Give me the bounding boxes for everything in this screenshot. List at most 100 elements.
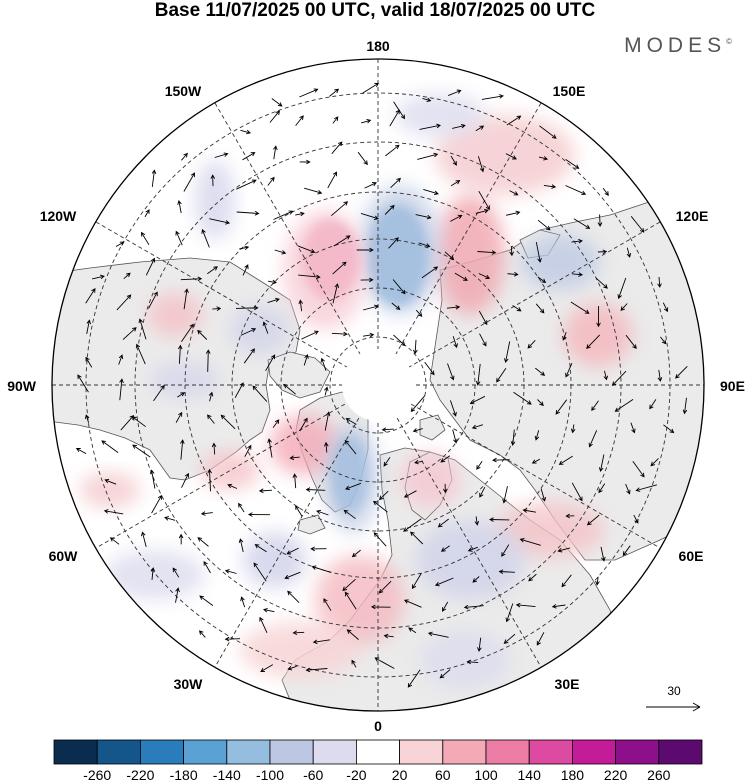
wind-arrow <box>177 199 182 214</box>
colorbar-tick-label: 100 <box>474 767 498 783</box>
wind-arrow <box>536 632 545 646</box>
wind-arrow <box>267 176 275 186</box>
anomaly-pos-europe-west <box>315 555 405 645</box>
wind-arrow <box>390 177 401 189</box>
wind-arrow <box>238 538 244 552</box>
wind-arrow <box>234 382 244 399</box>
wind-arrow <box>617 277 627 300</box>
wind-arrow <box>595 576 600 586</box>
wind-arrow <box>297 245 316 254</box>
wind-arrow <box>351 549 361 558</box>
wind-arrow <box>598 454 605 473</box>
wind-arrow <box>472 576 480 583</box>
colorbar-tick-label: -220 <box>126 767 154 783</box>
wind-arrow <box>299 88 319 98</box>
wind-arrow <box>614 399 634 412</box>
wind-arrow <box>373 532 387 547</box>
anomaly-pos-scandinavia <box>400 452 460 508</box>
wind-arrow <box>450 214 463 222</box>
wind-arrow <box>448 89 462 97</box>
wind-arrow <box>268 279 277 285</box>
anomaly-pos-iberia <box>240 622 360 678</box>
lon-label-0: 0 <box>374 718 382 734</box>
wind-arrow <box>476 461 483 470</box>
wind-arrow <box>662 302 669 313</box>
colorbar-tick-label: 180 <box>561 767 585 783</box>
wind-arrow <box>331 201 349 217</box>
wind-arrow <box>178 533 184 545</box>
lon-label-60e: 60E <box>679 548 704 564</box>
wind-arrow <box>565 513 575 519</box>
wind-arrow <box>573 218 591 229</box>
anomaly-neg-center-halo <box>358 185 442 315</box>
wind-arrow <box>207 414 215 424</box>
wind-arrow <box>378 490 389 501</box>
colorbar-tick-label: 260 <box>647 767 671 783</box>
wind-arrow <box>513 391 532 405</box>
wind-arrow <box>323 598 332 611</box>
wind-arrow <box>471 424 484 430</box>
wind-arrow <box>331 331 348 337</box>
wind-arrow <box>236 179 257 190</box>
colorbar-swatch <box>658 739 703 765</box>
wind-arrow <box>663 424 675 434</box>
colorbar-swatch <box>399 739 444 765</box>
wind-arrow <box>271 98 283 107</box>
wind-arrow <box>442 601 449 612</box>
wind-arrow <box>586 514 600 526</box>
colorbar-swatch <box>312 739 357 765</box>
wind-arrow <box>116 294 132 311</box>
wind-arrow <box>571 482 583 502</box>
wind-arrow <box>258 488 273 494</box>
wind-arrow <box>200 511 213 516</box>
wind-arrow <box>85 356 93 368</box>
wind-arrow <box>506 115 522 126</box>
wind-arrow <box>477 637 482 653</box>
wind-arrow <box>287 590 300 604</box>
wind-arrow <box>535 242 542 263</box>
wind-arrow <box>224 636 241 642</box>
wind-arrow <box>595 277 608 289</box>
anomaly-pos-north-pacific <box>435 115 575 195</box>
anomaly-neg-canada <box>230 305 290 355</box>
wind-arrow <box>180 439 185 460</box>
wind-arrow <box>625 483 631 495</box>
wind-arrow <box>273 210 294 220</box>
wind-arrow <box>269 110 280 123</box>
wind-arrow <box>598 483 606 494</box>
wind-arrow <box>205 349 211 372</box>
wind-arrow <box>175 587 180 603</box>
wind-arrow <box>417 152 439 160</box>
wind-arrow <box>235 305 259 311</box>
wind-arrow <box>362 82 380 94</box>
wind-arrow <box>424 361 435 376</box>
wind-arrow <box>289 455 300 461</box>
wind-arrow <box>345 482 362 490</box>
wind-arrow <box>384 204 395 215</box>
colorbar-swatch <box>355 739 400 765</box>
wind-arrow <box>181 472 190 488</box>
wind-arrow <box>534 430 540 441</box>
wind-arrow <box>207 266 218 275</box>
wind-arrow <box>148 291 158 309</box>
wind-arrow <box>410 395 426 413</box>
anomaly-pos-bering-halo <box>283 210 367 330</box>
wind-arrow <box>596 305 601 328</box>
wind-arrow <box>630 422 636 434</box>
wind-arrow <box>543 184 557 189</box>
wind-arrow <box>391 302 401 310</box>
wind-arrow <box>602 187 609 196</box>
wind-arrow <box>265 354 276 372</box>
wind-arrow <box>295 211 305 217</box>
wind-arrow <box>75 448 87 454</box>
wind-arrow <box>505 210 521 216</box>
wind-arrow <box>450 180 461 187</box>
wind-arrow <box>423 188 439 196</box>
wind-arrow <box>538 156 549 161</box>
land-svalbard <box>419 414 446 441</box>
wind-arrow <box>220 414 236 430</box>
wind-arrow <box>149 469 156 489</box>
wind-arrow <box>141 231 150 246</box>
anomaly-neg-atlantic <box>243 532 307 588</box>
wind-arrow <box>181 323 194 342</box>
